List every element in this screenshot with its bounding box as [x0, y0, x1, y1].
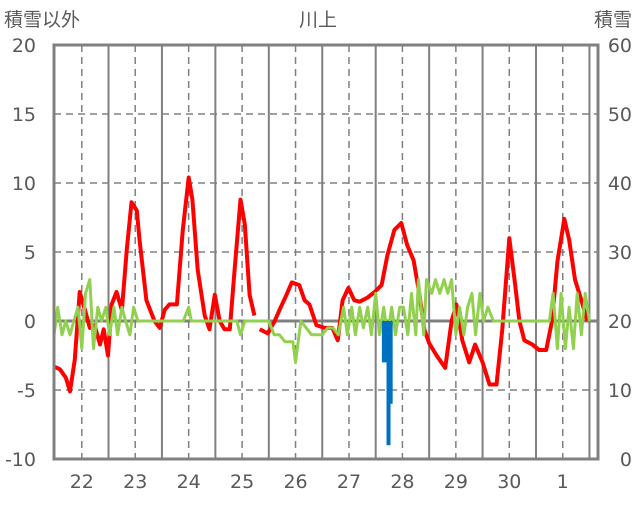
- x-tick-label: 25: [230, 471, 254, 493]
- y-tick-right: 40: [608, 173, 632, 195]
- y-tick-left: 5: [24, 242, 36, 264]
- y-tick-left: -5: [17, 380, 36, 402]
- y-tick-right: 50: [608, 104, 632, 126]
- y-tick-right: 10: [608, 380, 632, 402]
- right-axis-title: 積雪: [594, 9, 632, 31]
- x-tick-label: 24: [177, 471, 201, 493]
- y-tick-right: 0: [620, 449, 632, 471]
- blue-bar: [386, 321, 391, 446]
- x-tick-label: 27: [337, 471, 361, 493]
- x-tick-label: 28: [390, 471, 414, 493]
- left-axis-title: 積雪以外: [4, 9, 80, 31]
- x-tick-label: 29: [444, 471, 468, 493]
- y-tick-left: 10: [12, 173, 36, 195]
- x-tick-label: 26: [283, 471, 307, 493]
- chart-title: 川上: [299, 9, 337, 31]
- x-tick-label: 1: [557, 471, 569, 493]
- y-tick-right: 60: [608, 35, 632, 57]
- y-tick-left: 20: [12, 35, 36, 57]
- blue-bar: [381, 321, 391, 363]
- plot-frame: [52, 43, 600, 461]
- y-tick-left: 0: [24, 311, 36, 333]
- red-series-line: [53, 175, 590, 394]
- y-tick-right: 30: [608, 242, 632, 264]
- y-tick-left: 15: [12, 104, 36, 126]
- blue-bar: [388, 321, 393, 404]
- x-tick-label: 22: [70, 471, 94, 493]
- x-tick-label: 23: [123, 471, 147, 493]
- y-tick-right: 20: [608, 311, 632, 333]
- green-series-line: [52, 278, 591, 364]
- x-tick-label: 30: [497, 471, 521, 493]
- y-tick-left: -10: [5, 449, 36, 471]
